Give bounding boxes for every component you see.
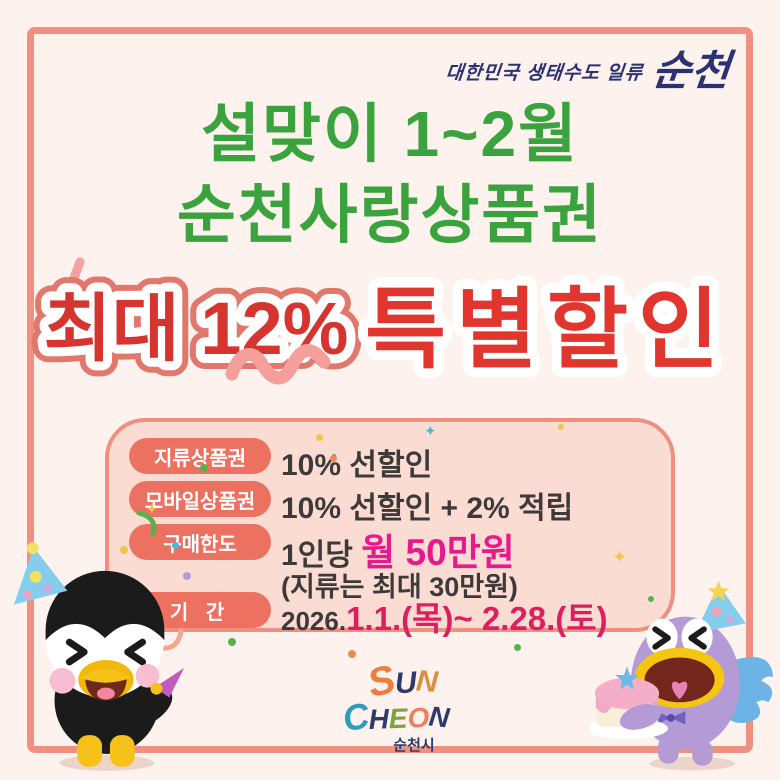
value-paper-voucher: 10% 선할인 xyxy=(281,449,433,482)
purchase-limit-prefix: 1인당 xyxy=(281,539,362,572)
confetti-dot xyxy=(348,650,356,658)
emphasis-marks xyxy=(41,257,111,305)
discount-banner: 최대 12% 최대 12% 최대 12% 특별할인 특별할인 xyxy=(29,257,729,389)
party-horn xyxy=(150,667,185,698)
penguin-hood xyxy=(45,570,165,641)
pill-text: 기 간 xyxy=(169,601,231,624)
discount-right-white-outline: 특별할인 xyxy=(365,280,729,379)
title-line-2: 순천사랑상품권 xyxy=(176,178,604,251)
confetti-sparkle: ✦ xyxy=(146,501,158,517)
confetti-dot xyxy=(172,542,179,549)
poster-title: 설맞이 1~2월 순천사랑상품권 xyxy=(0,94,780,255)
logo-line-cheon: CHEON xyxy=(333,694,458,740)
value-period: 2026.1.1.(목)~ 2.28.(토) xyxy=(281,592,608,640)
logo-subtitle: 순천시 xyxy=(393,737,435,755)
penguin-shadow xyxy=(59,754,155,771)
confetti-dot xyxy=(120,546,128,554)
city-brand-logotype: 순천 xyxy=(650,47,733,94)
suncheon-city-logo: SUN CHEON 순천시 xyxy=(333,657,458,755)
value-purchase-limit: 1인당 월 50만원 xyxy=(281,522,515,576)
monster-leg xyxy=(692,740,713,766)
confetti-dot xyxy=(558,424,564,430)
penguin-mascot xyxy=(13,542,185,771)
confetti-dot xyxy=(648,596,654,602)
pill-text: 지류상품권 xyxy=(154,447,246,470)
purchase-limit-note: (지류는 최대 30만원) xyxy=(281,572,518,602)
discount-left-outer-outline: 최대 12% xyxy=(44,287,349,370)
penguin-cheek xyxy=(49,667,76,694)
period-dates: 1.1.(목)~ 2.28.(토) xyxy=(346,600,608,637)
value-mobile-voucher: 10% 선할인 + 2% 적립 xyxy=(281,492,574,525)
penguin-eye xyxy=(65,638,88,666)
confetti-dot xyxy=(200,464,208,472)
monster-leg xyxy=(658,736,679,764)
title-line-1: 설맞이 1~2월 xyxy=(201,98,579,170)
penguin-eye xyxy=(124,638,147,666)
poster-border-frame xyxy=(27,27,753,753)
squiggle-underline xyxy=(225,344,331,385)
logo-letter: O xyxy=(406,701,430,734)
logo-letter: H xyxy=(368,703,390,735)
pill-text: 구매한도 xyxy=(163,533,237,556)
confetti-dot xyxy=(183,572,191,580)
monster-mascot xyxy=(590,580,774,771)
confetti-dot xyxy=(514,644,521,651)
confetti-dot xyxy=(228,638,236,646)
slogan-text: 대한민국 생태수도 일류 xyxy=(444,63,645,84)
penguin-party-hat xyxy=(13,542,68,605)
logo-letter: N xyxy=(427,700,452,734)
confetti-streamer-green xyxy=(136,510,157,537)
penguin-beak xyxy=(78,659,134,701)
period-year: 2026. xyxy=(281,606,347,636)
monster-party-hat xyxy=(695,580,746,634)
confetti-dot xyxy=(330,455,337,462)
discount-right-text: 특별할인 xyxy=(365,280,729,379)
pill-text: 모바일상품권 xyxy=(144,490,256,513)
penguin-foot xyxy=(109,735,135,767)
penguin-arm xyxy=(120,687,173,728)
confetti-dot xyxy=(316,434,323,441)
confetti-streamer-salmon xyxy=(158,628,184,651)
purchase-limit-amount: 월 50만원 xyxy=(361,532,515,573)
penguin-foot xyxy=(77,735,102,767)
logo-letter: E xyxy=(388,702,409,735)
confetti-sparkle: ✦ xyxy=(612,547,628,567)
confetti-sparkle: ✦ xyxy=(424,423,437,440)
monster-arm xyxy=(619,703,662,730)
logo-letter: N xyxy=(415,664,440,700)
label-pill-mobile-voucher: 모바일상품권 xyxy=(129,481,271,517)
city-slogan: 대한민국 생태수도 일류 순천 xyxy=(444,47,733,94)
logo-letter: C xyxy=(339,694,372,740)
monster-eyes xyxy=(646,618,713,656)
penguin-cheek xyxy=(135,663,160,688)
